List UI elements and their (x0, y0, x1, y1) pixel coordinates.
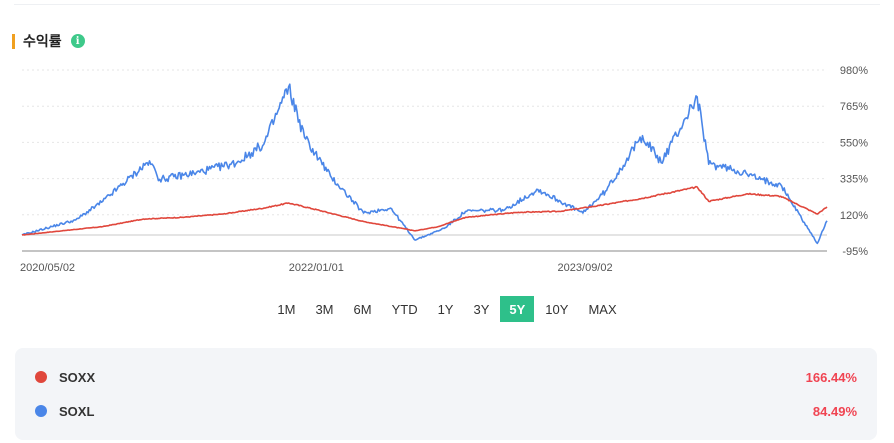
range-button-10y[interactable]: 10Y (536, 296, 577, 322)
range-button-3y[interactable]: 3Y (464, 296, 498, 322)
time-range-selector: 1M 3M 6M YTD 1Y 3Y 5Y 10Y MAX (0, 296, 894, 322)
y-tick-label: 120% (840, 210, 868, 222)
legend-row-soxx: SOXX 166.44% (15, 367, 877, 387)
returns-chart: 980% 765% 550% 335% 120% -95% 2020/05/02 2022/… (20, 65, 868, 274)
range-button-ytd[interactable]: YTD (383, 296, 427, 322)
range-button-5y[interactable]: 5Y (500, 296, 535, 322)
legend-ticker: SOXX (59, 369, 96, 385)
grid-lines (22, 69, 827, 252)
y-tick-label: 980% (840, 65, 868, 77)
x-tick-labels: 2020/05/02 2022/01/01 2023/09/02 (20, 262, 613, 274)
legend-return: 166.44% (805, 369, 857, 385)
range-button-1m[interactable]: 1M (268, 296, 304, 322)
y-tick-label: 335% (840, 174, 868, 186)
x-tick-label: 2023/09/02 (558, 262, 613, 274)
range-button-6m[interactable]: 6M (345, 296, 381, 322)
series-line-soxl (21, 83, 828, 245)
y-tick-labels: 980% 765% 550% 335% 120% -95% (840, 65, 868, 258)
legend-return: 84.49% (812, 403, 857, 419)
series-lines (21, 83, 828, 245)
range-button-max[interactable]: MAX (579, 296, 625, 322)
range-button-3m[interactable]: 3M (306, 296, 342, 322)
y-tick-label: -95% (842, 246, 868, 258)
legend-panel: SOXX 166.44% SOXL 84.49% (15, 348, 877, 440)
legend-ticker: SOXL (59, 403, 95, 419)
section-accent-bar (12, 33, 15, 49)
y-tick-label: 550% (840, 137, 868, 149)
top-divider (14, 4, 880, 5)
y-tick-label: 765% (840, 101, 868, 113)
range-button-1y[interactable]: 1Y (429, 296, 463, 322)
returns-header: 수익률 i (12, 32, 85, 50)
section-title: 수익률 (23, 33, 62, 49)
legend-row-soxl: SOXL 84.49% (15, 401, 877, 421)
info-icon[interactable]: i (70, 34, 85, 48)
x-tick-label: 2020/05/02 (20, 262, 75, 274)
series-line-soxx (21, 185, 828, 236)
x-tick-label: 2022/01/01 (289, 262, 344, 274)
series-color-dot (35, 371, 47, 383)
series-color-dot (35, 405, 47, 417)
